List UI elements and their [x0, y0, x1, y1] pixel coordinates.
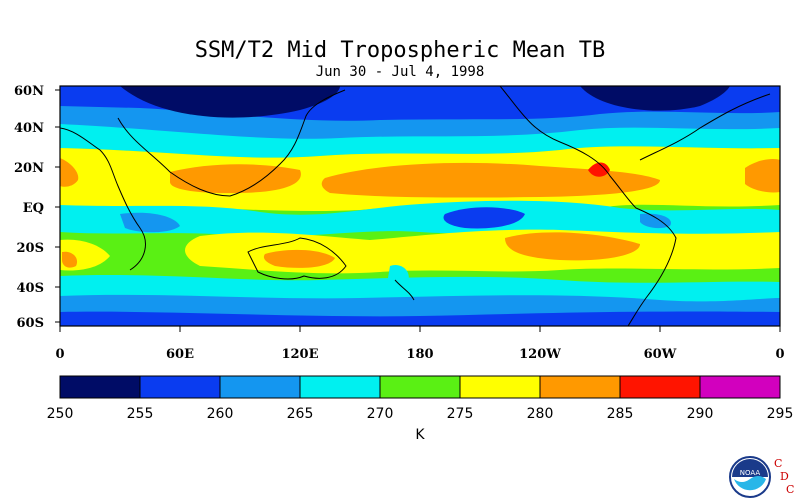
- lon-label: 0: [55, 347, 64, 362]
- colorbar-tick-label: 290: [687, 406, 714, 422]
- colorbar: 250 255 260 265 270 275 280 285 290 295: [47, 375, 794, 422]
- colorbar-swatch: [539, 375, 621, 399]
- lon-label: 180: [406, 347, 433, 362]
- cdc-letter-d: D: [780, 470, 789, 483]
- colorbar-tick-label: 260: [207, 406, 234, 422]
- lat-label: 60N: [14, 84, 44, 99]
- noaa-seal-text: NOAA: [740, 469, 761, 477]
- colorbar-swatch: [459, 375, 541, 399]
- lat-label: EQ: [23, 201, 44, 216]
- colorbar-swatch: [299, 375, 381, 399]
- colorbar-swatch: [139, 375, 221, 399]
- latitude-axis: 60N 40N 20N EQ 20S 40S 60S: [14, 84, 60, 331]
- colorbar-swatch: [379, 375, 461, 399]
- lat-label: 20N: [14, 161, 44, 176]
- colorbar-swatch: [219, 375, 301, 399]
- colorbar-swatch: [699, 375, 781, 399]
- lon-label: 120E: [281, 347, 318, 362]
- colorbar-swatch: [59, 375, 141, 399]
- cdc-letter-c2: C: [786, 483, 794, 496]
- temperature-field: [60, 86, 780, 326]
- noaa-cdc-logo: NOAA C D C: [729, 456, 794, 498]
- lon-label: 60E: [166, 347, 194, 362]
- map-subtitle: Jun 30 - Jul 4, 1998: [315, 64, 485, 80]
- colorbar-unit: K: [415, 427, 425, 443]
- lat-label: 40S: [17, 281, 44, 296]
- lon-label: 120W: [519, 347, 561, 362]
- cdc-letter-c: C: [774, 457, 782, 470]
- map-title: SSM/T2 Mid Tropospheric Mean TB: [194, 38, 606, 63]
- coastlines: [60, 86, 771, 326]
- colorbar-tick-label: 250: [47, 406, 74, 422]
- colorbar-tick-label: 265: [287, 406, 314, 422]
- lat-label: 20S: [17, 241, 44, 256]
- lon-label: 0: [775, 347, 784, 362]
- colorbar-tick-label: 295: [767, 406, 794, 422]
- colorbar-tick-label: 275: [447, 406, 474, 422]
- longitude-axis: 0 60E 120E 180 120W 60W 0: [55, 326, 785, 362]
- lat-label: 60S: [17, 316, 44, 331]
- colorbar-tick-label: 285: [607, 406, 634, 422]
- colorbar-tick-label: 280: [527, 406, 554, 422]
- lat-label: 40N: [14, 121, 44, 136]
- colorbar-swatch: [619, 375, 701, 399]
- lon-label: 60W: [644, 347, 677, 362]
- colorbar-tick-label: 270: [367, 406, 394, 422]
- colorbar-tick-label: 255: [127, 406, 154, 422]
